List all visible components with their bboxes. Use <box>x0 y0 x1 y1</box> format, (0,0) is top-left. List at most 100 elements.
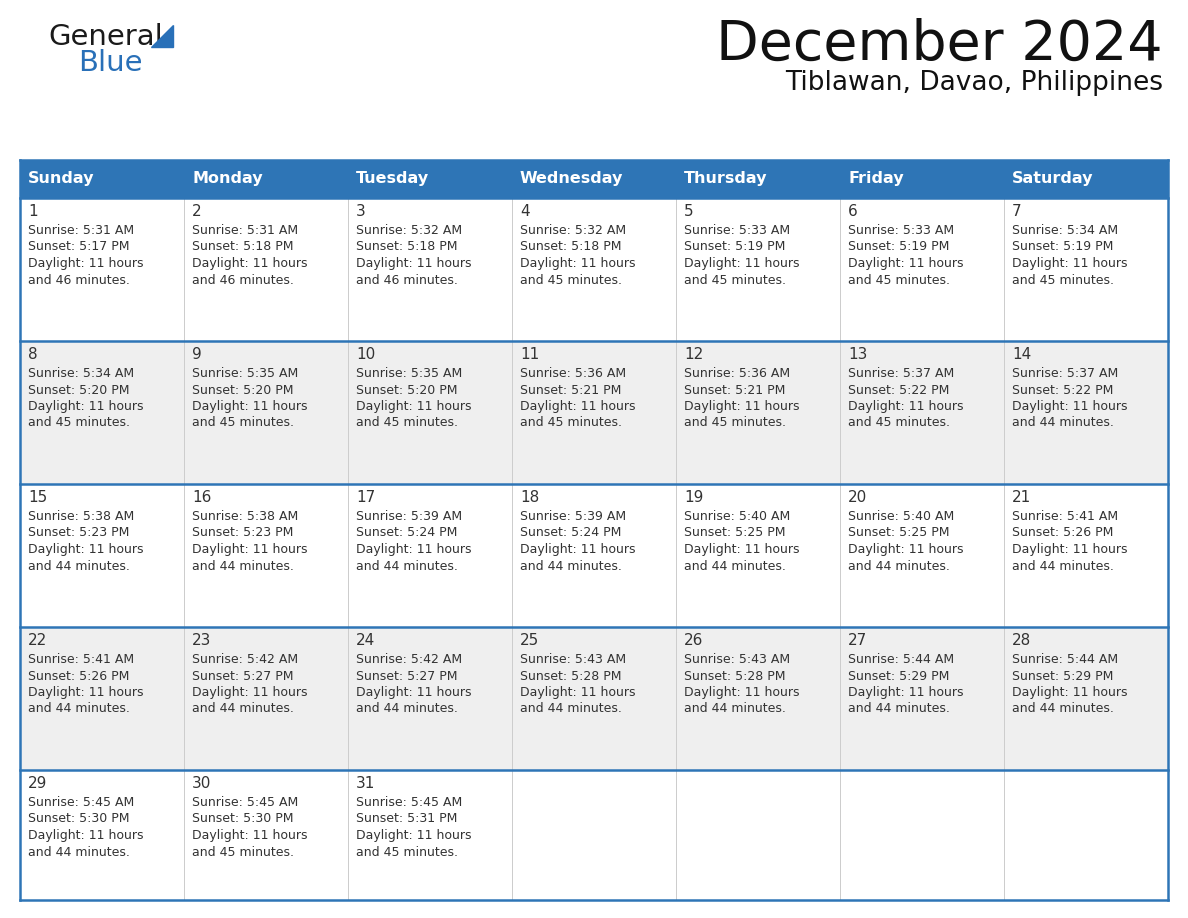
Text: 2: 2 <box>192 204 202 219</box>
Text: 25: 25 <box>520 633 539 648</box>
Text: Sunset: 5:22 PM: Sunset: 5:22 PM <box>848 384 949 397</box>
Text: Sunrise: 5:33 AM: Sunrise: 5:33 AM <box>848 224 954 237</box>
Text: Sunset: 5:30 PM: Sunset: 5:30 PM <box>192 812 293 825</box>
Text: Daylight: 11 hours: Daylight: 11 hours <box>356 686 472 699</box>
Bar <box>512 770 676 900</box>
Text: Daylight: 11 hours: Daylight: 11 hours <box>1012 257 1127 270</box>
Text: Sunset: 5:22 PM: Sunset: 5:22 PM <box>1012 384 1113 397</box>
Text: Sunrise: 5:38 AM: Sunrise: 5:38 AM <box>192 510 298 523</box>
Bar <box>184 198 348 341</box>
Text: Sunrise: 5:44 AM: Sunrise: 5:44 AM <box>848 653 954 666</box>
Text: Sunset: 5:28 PM: Sunset: 5:28 PM <box>520 669 621 682</box>
Text: Wednesday: Wednesday <box>520 172 624 186</box>
Text: and 44 minutes.: and 44 minutes. <box>1012 702 1114 715</box>
Bar <box>1004 627 1168 770</box>
Text: Daylight: 11 hours: Daylight: 11 hours <box>192 686 308 699</box>
Text: Sunset: 5:23 PM: Sunset: 5:23 PM <box>29 527 129 540</box>
Text: 14: 14 <box>1012 347 1031 362</box>
Bar <box>348 627 512 770</box>
Text: Sunrise: 5:32 AM: Sunrise: 5:32 AM <box>356 224 462 237</box>
Text: Sunrise: 5:41 AM: Sunrise: 5:41 AM <box>29 653 134 666</box>
Text: Daylight: 11 hours: Daylight: 11 hours <box>356 829 472 842</box>
Text: and 44 minutes.: and 44 minutes. <box>1012 417 1114 430</box>
Text: and 45 minutes.: and 45 minutes. <box>192 417 293 430</box>
Text: Daylight: 11 hours: Daylight: 11 hours <box>684 400 800 413</box>
Bar <box>1004 484 1168 627</box>
Text: Sunset: 5:18 PM: Sunset: 5:18 PM <box>356 241 457 253</box>
Text: and 45 minutes.: and 45 minutes. <box>29 417 129 430</box>
Bar <box>184 770 348 900</box>
Text: and 44 minutes.: and 44 minutes. <box>356 702 457 715</box>
Text: Sunrise: 5:40 AM: Sunrise: 5:40 AM <box>684 510 790 523</box>
Text: Sunset: 5:27 PM: Sunset: 5:27 PM <box>192 669 293 682</box>
Text: Sunrise: 5:45 AM: Sunrise: 5:45 AM <box>29 796 134 809</box>
Text: Daylight: 11 hours: Daylight: 11 hours <box>192 257 308 270</box>
Text: and 45 minutes.: and 45 minutes. <box>356 417 459 430</box>
Text: General: General <box>48 23 163 51</box>
Text: Daylight: 11 hours: Daylight: 11 hours <box>29 829 144 842</box>
Text: and 45 minutes.: and 45 minutes. <box>684 274 786 286</box>
Text: and 45 minutes.: and 45 minutes. <box>520 417 623 430</box>
Text: Sunset: 5:25 PM: Sunset: 5:25 PM <box>684 527 785 540</box>
Text: Sunset: 5:23 PM: Sunset: 5:23 PM <box>192 527 293 540</box>
Text: Daylight: 11 hours: Daylight: 11 hours <box>520 686 636 699</box>
Bar <box>348 484 512 627</box>
Text: Sunrise: 5:39 AM: Sunrise: 5:39 AM <box>356 510 462 523</box>
Bar <box>1004 198 1168 341</box>
Text: and 44 minutes.: and 44 minutes. <box>29 845 129 858</box>
Text: and 45 minutes.: and 45 minutes. <box>684 417 786 430</box>
Text: Daylight: 11 hours: Daylight: 11 hours <box>192 400 308 413</box>
Text: Tuesday: Tuesday <box>356 172 429 186</box>
Text: Sunset: 5:26 PM: Sunset: 5:26 PM <box>29 669 129 682</box>
Text: Tiblawan, Davao, Philippines: Tiblawan, Davao, Philippines <box>785 70 1163 96</box>
Text: 21: 21 <box>1012 490 1031 505</box>
Text: Sunset: 5:18 PM: Sunset: 5:18 PM <box>520 241 621 253</box>
Text: Daylight: 11 hours: Daylight: 11 hours <box>848 257 963 270</box>
Bar <box>20 198 184 341</box>
Text: and 44 minutes.: and 44 minutes. <box>192 559 293 573</box>
Text: Sunset: 5:18 PM: Sunset: 5:18 PM <box>192 241 293 253</box>
Bar <box>840 627 1004 770</box>
Text: 3: 3 <box>356 204 366 219</box>
Text: Daylight: 11 hours: Daylight: 11 hours <box>848 543 963 556</box>
Text: Sunrise: 5:36 AM: Sunrise: 5:36 AM <box>520 367 626 380</box>
Text: 20: 20 <box>848 490 867 505</box>
Text: 13: 13 <box>848 347 867 362</box>
Text: Daylight: 11 hours: Daylight: 11 hours <box>520 400 636 413</box>
Text: 29: 29 <box>29 776 48 791</box>
Text: Daylight: 11 hours: Daylight: 11 hours <box>848 400 963 413</box>
Text: Sunset: 5:20 PM: Sunset: 5:20 PM <box>29 384 129 397</box>
Text: Sunset: 5:24 PM: Sunset: 5:24 PM <box>356 527 457 540</box>
Text: Sunrise: 5:43 AM: Sunrise: 5:43 AM <box>520 653 626 666</box>
Text: and 46 minutes.: and 46 minutes. <box>356 274 457 286</box>
Text: 24: 24 <box>356 633 375 648</box>
Bar <box>184 341 348 484</box>
Text: and 45 minutes.: and 45 minutes. <box>848 417 950 430</box>
Text: Blue: Blue <box>78 49 143 77</box>
Text: Sunrise: 5:37 AM: Sunrise: 5:37 AM <box>848 367 954 380</box>
Text: 10: 10 <box>356 347 375 362</box>
Text: and 44 minutes.: and 44 minutes. <box>1012 559 1114 573</box>
Text: 16: 16 <box>192 490 211 505</box>
Text: Sunrise: 5:42 AM: Sunrise: 5:42 AM <box>356 653 462 666</box>
Bar <box>20 770 184 900</box>
Bar <box>840 198 1004 341</box>
Text: and 44 minutes.: and 44 minutes. <box>684 559 786 573</box>
Text: Sunset: 5:17 PM: Sunset: 5:17 PM <box>29 241 129 253</box>
Text: Saturday: Saturday <box>1012 172 1093 186</box>
Bar <box>676 770 840 900</box>
Text: Sunrise: 5:36 AM: Sunrise: 5:36 AM <box>684 367 790 380</box>
Text: Monday: Monday <box>192 172 263 186</box>
Text: 7: 7 <box>1012 204 1022 219</box>
Text: Daylight: 11 hours: Daylight: 11 hours <box>684 257 800 270</box>
Text: Sunrise: 5:38 AM: Sunrise: 5:38 AM <box>29 510 134 523</box>
Text: Sunrise: 5:32 AM: Sunrise: 5:32 AM <box>520 224 626 237</box>
Text: Sunrise: 5:31 AM: Sunrise: 5:31 AM <box>192 224 298 237</box>
Text: Sunrise: 5:40 AM: Sunrise: 5:40 AM <box>848 510 954 523</box>
Bar <box>20 627 184 770</box>
Text: and 45 minutes.: and 45 minutes. <box>1012 274 1114 286</box>
Text: 1: 1 <box>29 204 38 219</box>
Text: Friday: Friday <box>848 172 904 186</box>
Bar <box>676 627 840 770</box>
Bar <box>1004 770 1168 900</box>
